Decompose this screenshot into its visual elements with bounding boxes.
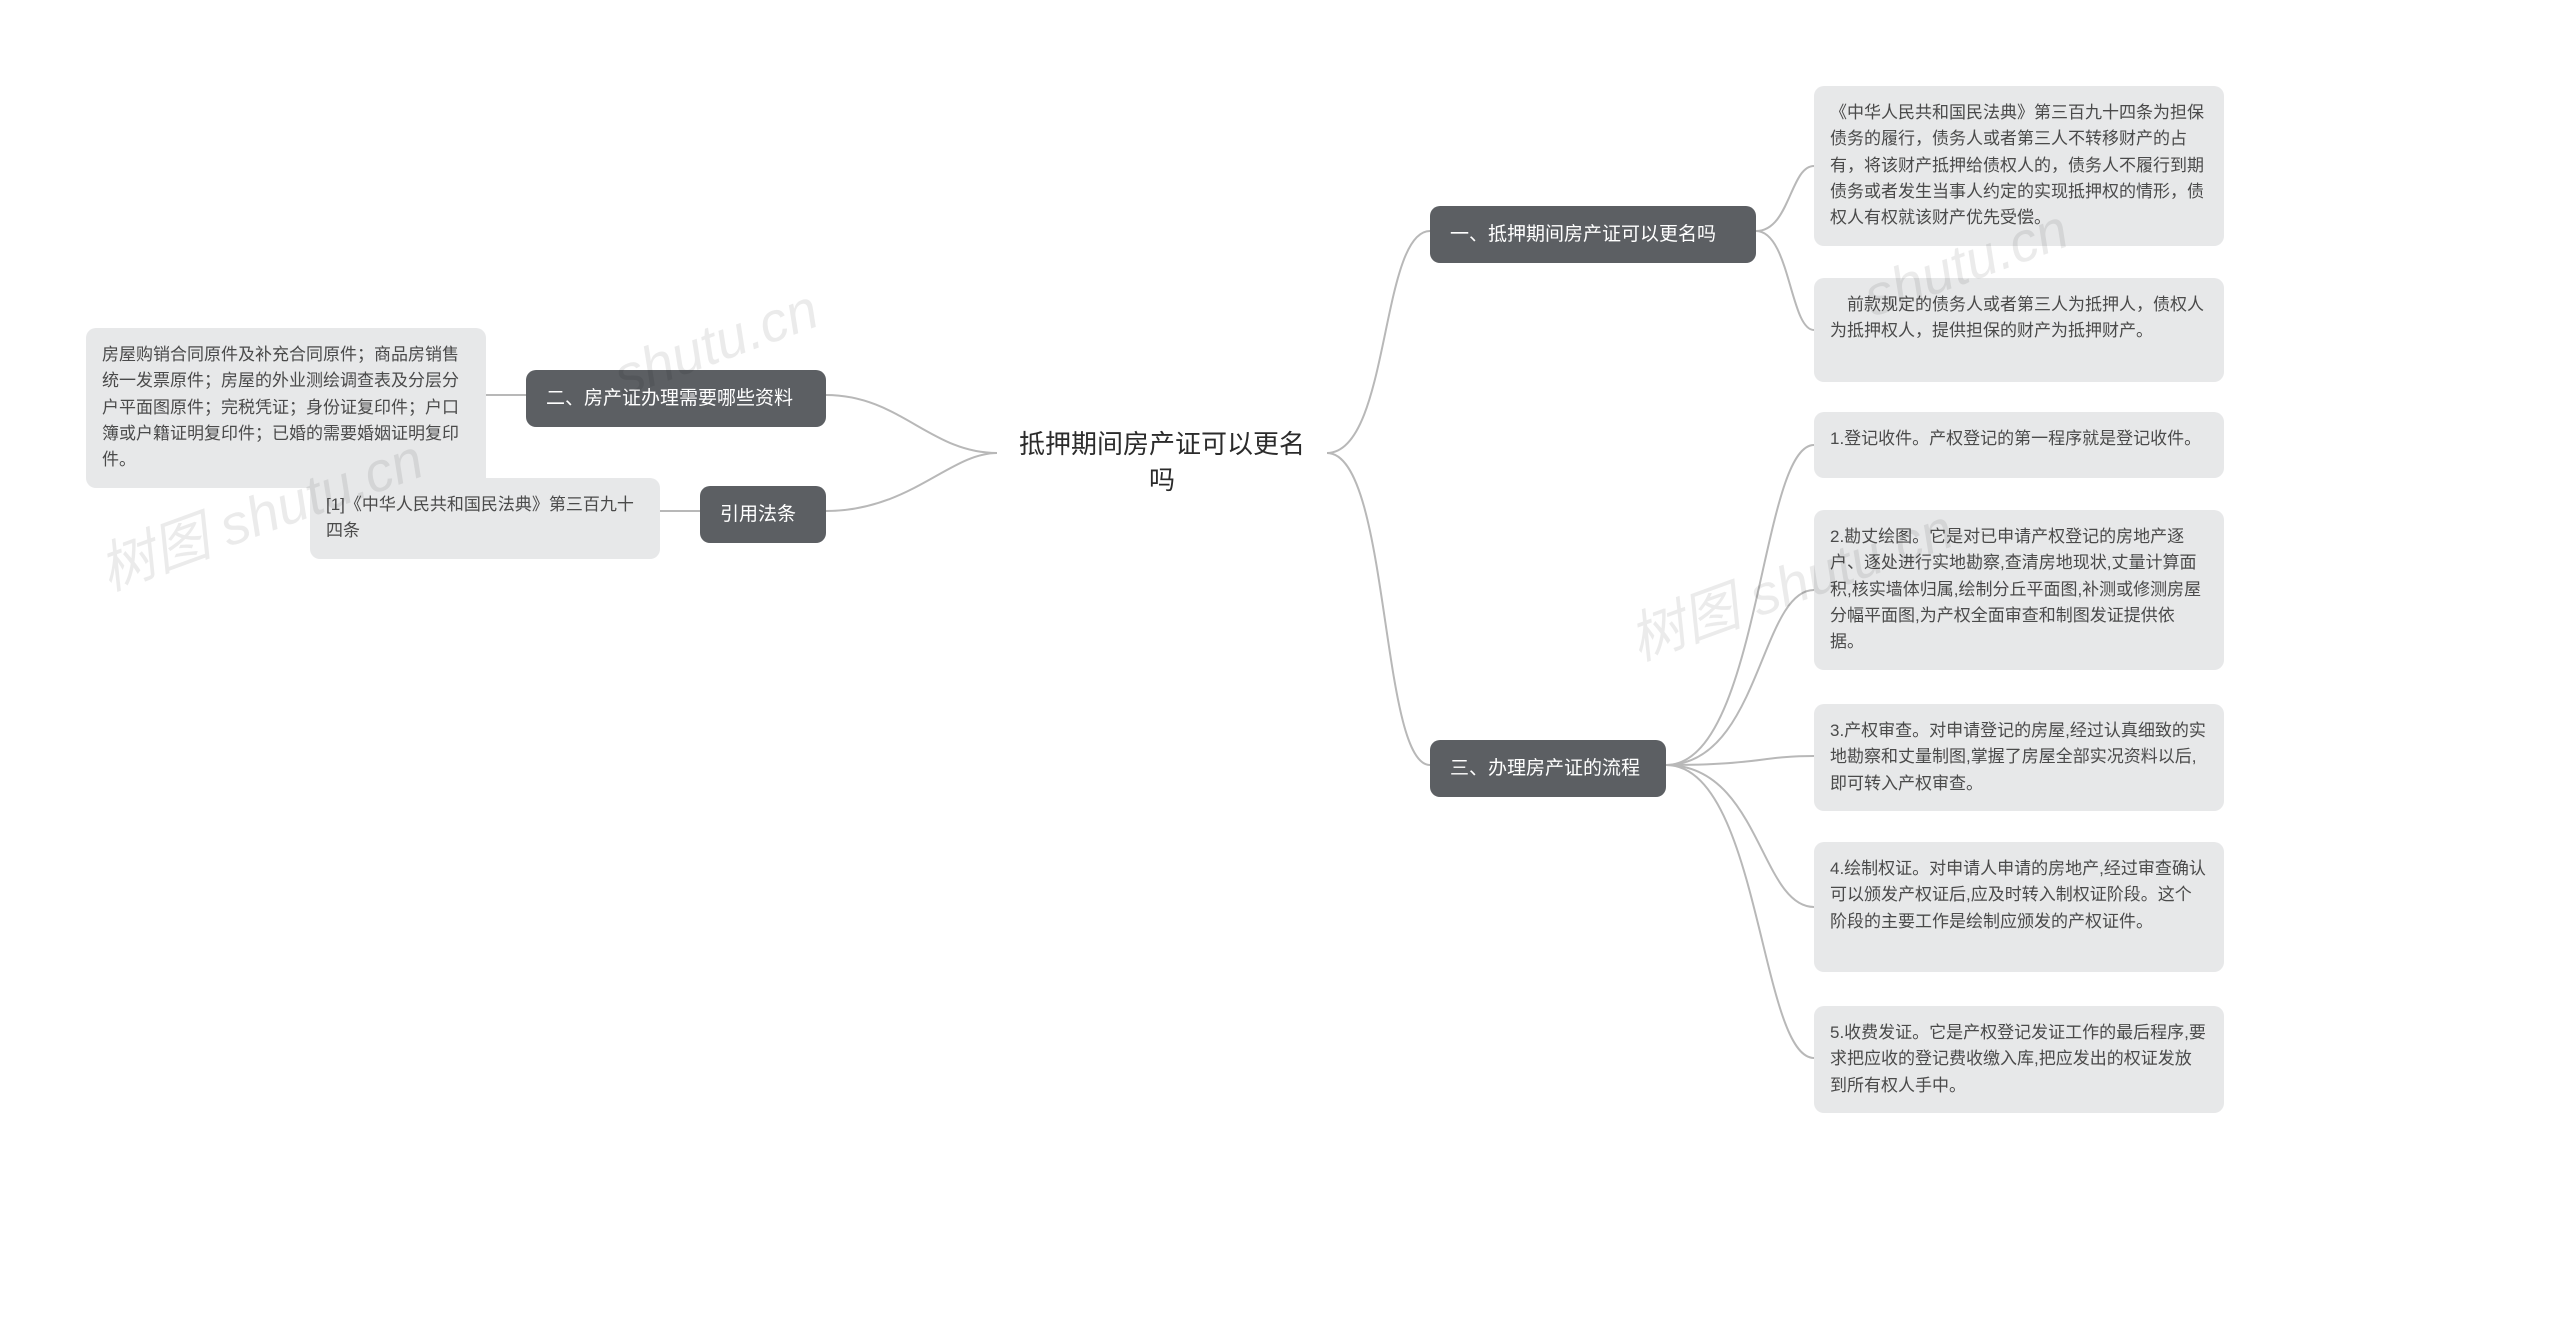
branch-bref: 引用法条 <box>700 486 826 543</box>
connector <box>1666 590 1814 765</box>
root-node: 抵押期间房产证可以更名吗 <box>997 410 1327 515</box>
connector <box>1327 453 1430 765</box>
connector <box>1666 756 1814 765</box>
leaf-b1l2: 前款规定的债务人或者第三人为抵押人，债权人为抵押权人，提供担保的财产为抵押财产。 <box>1814 278 2224 382</box>
branch-b2: 二、房产证办理需要哪些资料 <box>526 370 826 427</box>
connector <box>1327 231 1430 453</box>
connector <box>1666 765 1814 1058</box>
leaf-b3l1: 1.登记收件。产权登记的第一程序就是登记收件。 <box>1814 412 2224 478</box>
connector <box>1756 166 1814 231</box>
connector <box>826 453 997 511</box>
leaf-b3l4: 4.绘制权证。对申请人申请的房地产,经过审查确认可以颁发产权证后,应及时转入制权… <box>1814 842 2224 972</box>
connector <box>1666 765 1814 907</box>
leaf-b3l2: 2.勘丈绘图。它是对已申请产权登记的房地产逐户、逐处进行实地勘察,查清房地现状,… <box>1814 510 2224 670</box>
connector <box>1666 445 1814 765</box>
connector <box>1756 231 1814 330</box>
leaf-b3l5: 5.收费发证。它是产权登记发证工作的最后程序,要求把应收的登记费收缴入库,把应发… <box>1814 1006 2224 1113</box>
connector <box>826 395 997 453</box>
leaf-b3l3: 3.产权审查。对申请登记的房屋,经过认真细致的实地勘察和丈量制图,掌握了房屋全部… <box>1814 704 2224 811</box>
leaf-b2l1: 房屋购销合同原件及补充合同原件；商品房销售统一发票原件；房屋的外业测绘调查表及分… <box>86 328 486 488</box>
branch-b1: 一、抵押期间房产证可以更名吗 <box>1430 206 1756 263</box>
leaf-brefl1: [1]《中华人民共和国民法典》第三百九十四条 <box>310 478 660 559</box>
leaf-b1l1: 《中华人民共和国民法典》第三百九十四条为担保债务的履行，债务人或者第三人不转移财… <box>1814 86 2224 246</box>
branch-b3: 三、办理房产证的流程 <box>1430 740 1666 797</box>
